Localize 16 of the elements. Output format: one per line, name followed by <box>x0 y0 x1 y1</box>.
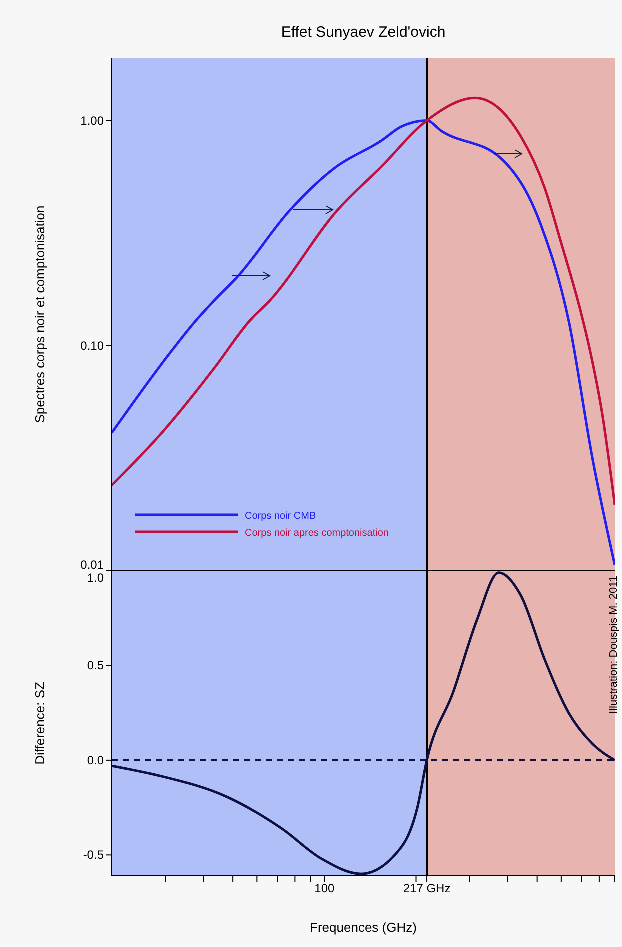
x-axis-title: Frequences (GHz) <box>310 920 417 935</box>
x-tick-label: 100 <box>314 882 335 896</box>
chart-title: Effet Sunyaev Zeld'ovich <box>280 24 447 41</box>
y-axis-title: Difference: SZ <box>32 682 48 765</box>
text: Corps noir CMB <box>245 511 316 522</box>
y-axis-title: Spectres corps noir et comptonisation <box>32 206 48 424</box>
y-tick-label: 0.5 <box>87 658 104 673</box>
y-tick-label: 1.00 <box>80 114 104 128</box>
text: Corps noir apres comptonisation <box>245 528 389 539</box>
x-tick-label: 217 GHz <box>403 882 451 896</box>
y-tick-label: 1.0 <box>87 571 104 585</box>
annotation: Illustration: Douspis M. 2011 <box>608 576 620 714</box>
y-tick-label: 0.10 <box>80 338 104 353</box>
y-tick-label: 0.0 <box>87 753 104 768</box>
y-tick-label: 0.01 <box>80 558 104 572</box>
y-tick-label: -0.5 <box>83 848 104 862</box>
